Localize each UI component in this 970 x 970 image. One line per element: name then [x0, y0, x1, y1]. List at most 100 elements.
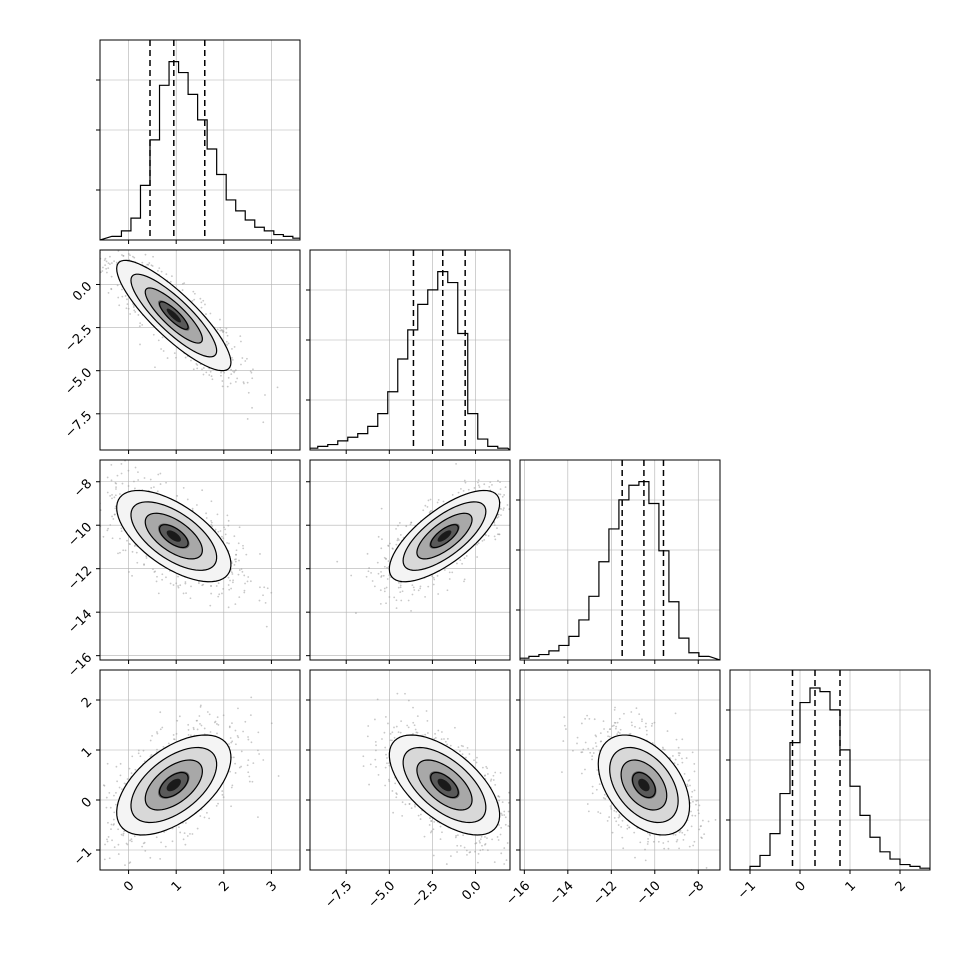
sample-point	[608, 816, 611, 818]
sample-point	[108, 857, 111, 860]
sample-point	[185, 822, 187, 824]
sample-point	[192, 726, 195, 729]
sample-point	[196, 728, 199, 731]
sample-point	[113, 846, 116, 849]
sample-point	[522, 473, 524, 475]
sample-point	[494, 783, 497, 786]
sample-point	[391, 739, 393, 742]
sample-point	[144, 253, 147, 256]
sample-point	[507, 801, 510, 804]
density-fill	[437, 778, 452, 792]
sample-point	[237, 707, 239, 710]
sample-point	[159, 483, 162, 485]
sample-point	[157, 592, 160, 595]
sample-point	[229, 579, 231, 582]
sample-point	[533, 490, 535, 492]
sample-point	[465, 555, 468, 557]
sample-point	[388, 762, 391, 765]
sample-point	[314, 738, 316, 740]
sample-point	[387, 560, 390, 562]
sample-point	[159, 728, 162, 731]
sample-point	[232, 756, 235, 759]
sample-point	[396, 539, 399, 542]
sample-point	[515, 843, 517, 845]
sample-point	[133, 835, 136, 838]
sample-point	[131, 574, 133, 577]
sample-point	[182, 486, 185, 489]
sample-point	[157, 270, 159, 272]
sample-point	[515, 539, 517, 541]
sample-point	[380, 570, 382, 573]
sample-point	[112, 518, 115, 520]
sample-point	[493, 535, 496, 538]
sample-point	[116, 474, 119, 477]
sample-point	[615, 810, 618, 813]
sample-point	[411, 593, 414, 596]
sample-point	[162, 745, 165, 748]
sample-point	[412, 586, 415, 589]
sample-point	[86, 516, 88, 518]
sample-point	[417, 589, 420, 592]
sample-point	[622, 847, 625, 850]
sample-point	[584, 768, 586, 771]
sample-point	[233, 535, 236, 538]
sample-point	[477, 861, 479, 864]
sample-point	[511, 814, 513, 816]
sample-point	[385, 558, 387, 560]
sample-point	[432, 854, 435, 857]
sample-point	[126, 539, 128, 542]
sample-point	[209, 370, 212, 373]
sample-point	[234, 762, 237, 765]
sample-point	[220, 535, 223, 538]
sample-point	[424, 733, 427, 736]
sample-point	[250, 741, 253, 744]
sample-point	[520, 795, 522, 797]
sample-point	[179, 584, 182, 587]
sample-point	[118, 304, 121, 307]
sample-point	[490, 778, 493, 781]
sample-point	[257, 731, 260, 734]
hist-panel-2	[516, 459, 721, 664]
sample-point	[592, 752, 595, 754]
sample-point	[423, 835, 426, 838]
sample-point	[203, 727, 206, 730]
sample-point	[189, 832, 191, 835]
sample-point	[259, 586, 261, 589]
sample-point	[488, 486, 491, 488]
sample-point	[608, 735, 611, 738]
sample-point	[94, 870, 96, 872]
sample-point	[247, 738, 250, 741]
sample-point	[430, 509, 433, 512]
sample-point	[221, 380, 224, 382]
sample-point	[226, 334, 229, 337]
sample-point	[185, 592, 187, 594]
sample-point	[613, 817, 616, 819]
sample-point	[496, 516, 499, 519]
sample-point	[161, 336, 164, 339]
sample-point	[686, 783, 689, 786]
sample-point	[398, 522, 401, 524]
sample-point	[238, 559, 240, 562]
sample-point	[118, 786, 121, 789]
sample-point	[460, 744, 463, 747]
sample-point	[167, 742, 170, 745]
sample-point	[479, 849, 482, 852]
sample-point	[119, 537, 121, 540]
sample-point	[419, 813, 422, 816]
sample-point	[385, 586, 388, 589]
sample-point	[584, 741, 587, 744]
sample-point	[152, 486, 155, 488]
sample-point	[214, 528, 217, 531]
sample-point	[115, 765, 118, 768]
sample-point	[483, 483, 486, 486]
sample-point	[240, 340, 242, 343]
sample-point	[175, 582, 178, 585]
sample-point	[277, 775, 280, 777]
sample-point	[226, 514, 229, 517]
sample-point	[525, 497, 527, 499]
sample-point	[107, 836, 110, 838]
sample-point	[230, 741, 233, 744]
sample-point	[124, 295, 127, 297]
sample-point	[92, 458, 94, 460]
sample-point	[107, 527, 110, 530]
